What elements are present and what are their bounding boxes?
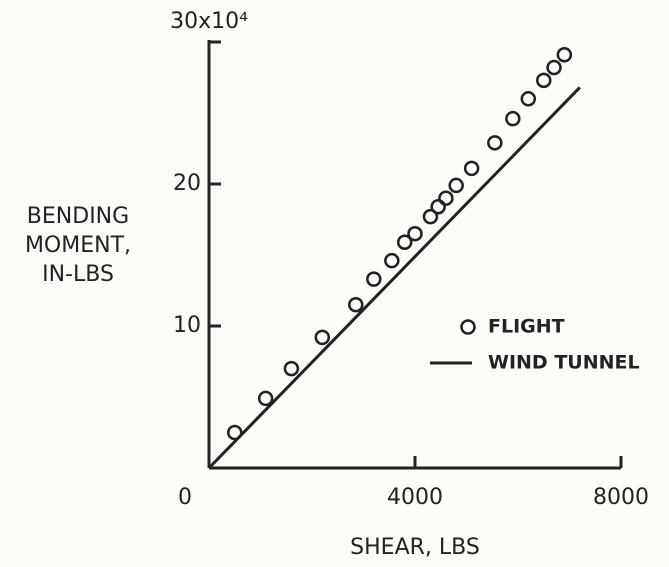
flight-point: [448, 177, 464, 194]
y-tick-label: 30x10⁴: [170, 9, 248, 34]
flight-point: [422, 208, 439, 225]
flight-point: [348, 296, 364, 313]
flight-point: [314, 329, 331, 346]
flight-point: [430, 198, 446, 215]
legend-label: WIND TUNNEL: [488, 352, 640, 374]
x-tick-label: 0: [178, 485, 192, 510]
y-axis-label: IN-LBS: [42, 262, 114, 287]
x-axis-label: SHEAR, LBS: [350, 535, 480, 560]
flight-point: [520, 91, 537, 107]
flight-point: [384, 252, 400, 269]
x-tick-label: 4000: [387, 485, 443, 510]
y-axis-label: MOMENT,: [25, 233, 131, 258]
flight-point: [366, 271, 382, 287]
y-tick-label: 20: [173, 171, 201, 196]
flight-point: [536, 72, 552, 89]
flight-point: [487, 135, 503, 151]
flight-point: [438, 190, 454, 206]
flight-point: [463, 160, 480, 177]
flight-point: [546, 59, 562, 76]
flight-point: [283, 360, 300, 377]
flight-point: [556, 47, 573, 63]
legend-label: FLIGHT: [488, 316, 565, 338]
flight-point: [407, 225, 423, 242]
wind-tunnel-line: [207, 86, 581, 470]
flight-point: [396, 234, 413, 250]
flight-point: [227, 424, 243, 441]
legend-marker: [460, 319, 476, 335]
y-tick-label: 10: [173, 313, 201, 338]
flight-point: [257, 390, 274, 407]
flight-point: [505, 110, 521, 127]
y-axis-label: BENDING: [27, 204, 129, 229]
x-tick-label: 8000: [593, 485, 649, 510]
